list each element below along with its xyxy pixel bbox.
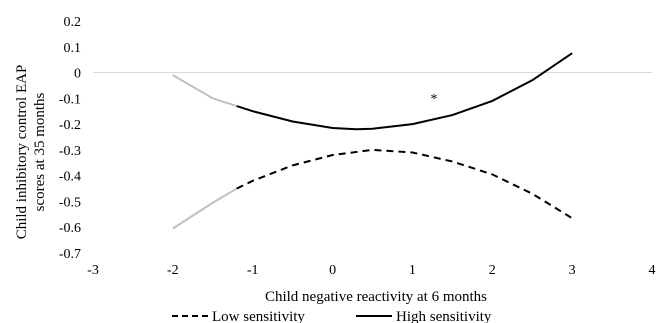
y-tick-label: 0.1: [64, 41, 82, 56]
x-tick-label: 1: [409, 263, 416, 278]
y-tick-label: -0.7: [59, 247, 81, 262]
x-tick-label: 3: [569, 263, 576, 278]
series-line-low-sensitivity-outside-region: [172, 187, 238, 230]
x-tick-label: -2: [167, 263, 179, 278]
y-tick-label: 0: [74, 67, 81, 82]
y-axis-title: Child inhibitory control EAP scores at 3…: [14, 65, 48, 240]
x-tick-label: -1: [247, 263, 259, 278]
y-axis-title-line-1: Child inhibitory control EAP: [14, 65, 30, 240]
y-tick-label: 0.2: [64, 15, 82, 30]
series-layer: [172, 52, 573, 230]
y-tick-label: -0.1: [59, 92, 81, 107]
x-tick-label: 4: [649, 263, 656, 278]
x-tick-label: 2: [489, 263, 496, 278]
legend-label-high-sensitivity: High sensitivity: [396, 309, 492, 323]
legend-label-low-sensitivity: Low sensitivity: [212, 309, 305, 323]
y-tick-label: -0.5: [59, 195, 81, 210]
y-axis-title-line-2: scores at 35 months: [32, 92, 48, 211]
y-tick-label: -0.2: [59, 118, 81, 133]
x-tick-label: 0: [329, 263, 336, 278]
legend: Low sensitivity High sensitivity: [172, 309, 492, 323]
y-axis-ticks: 0.2 0.1 0 -0.1 -0.2 -0.3 -0.4 -0.5 -0.6 -0.7: [59, 15, 81, 262]
series-line-high-sensitivity: [236, 52, 573, 131]
y-tick-label: -0.4: [59, 170, 81, 185]
x-tick-label: -3: [87, 263, 99, 278]
series-line-high-sensitivity-outside-region: [172, 74, 238, 108]
significance-annotation: *: [430, 92, 437, 107]
y-tick-label: -0.3: [59, 144, 81, 159]
x-axis-title: Child negative reactivity at 6 months: [265, 289, 487, 305]
y-tick-label: -0.6: [59, 221, 81, 236]
series-line-low-sensitivity: [236, 148, 573, 220]
x-axis-ticks: -3 -2 -1 0 1 2 3 4: [87, 263, 655, 278]
